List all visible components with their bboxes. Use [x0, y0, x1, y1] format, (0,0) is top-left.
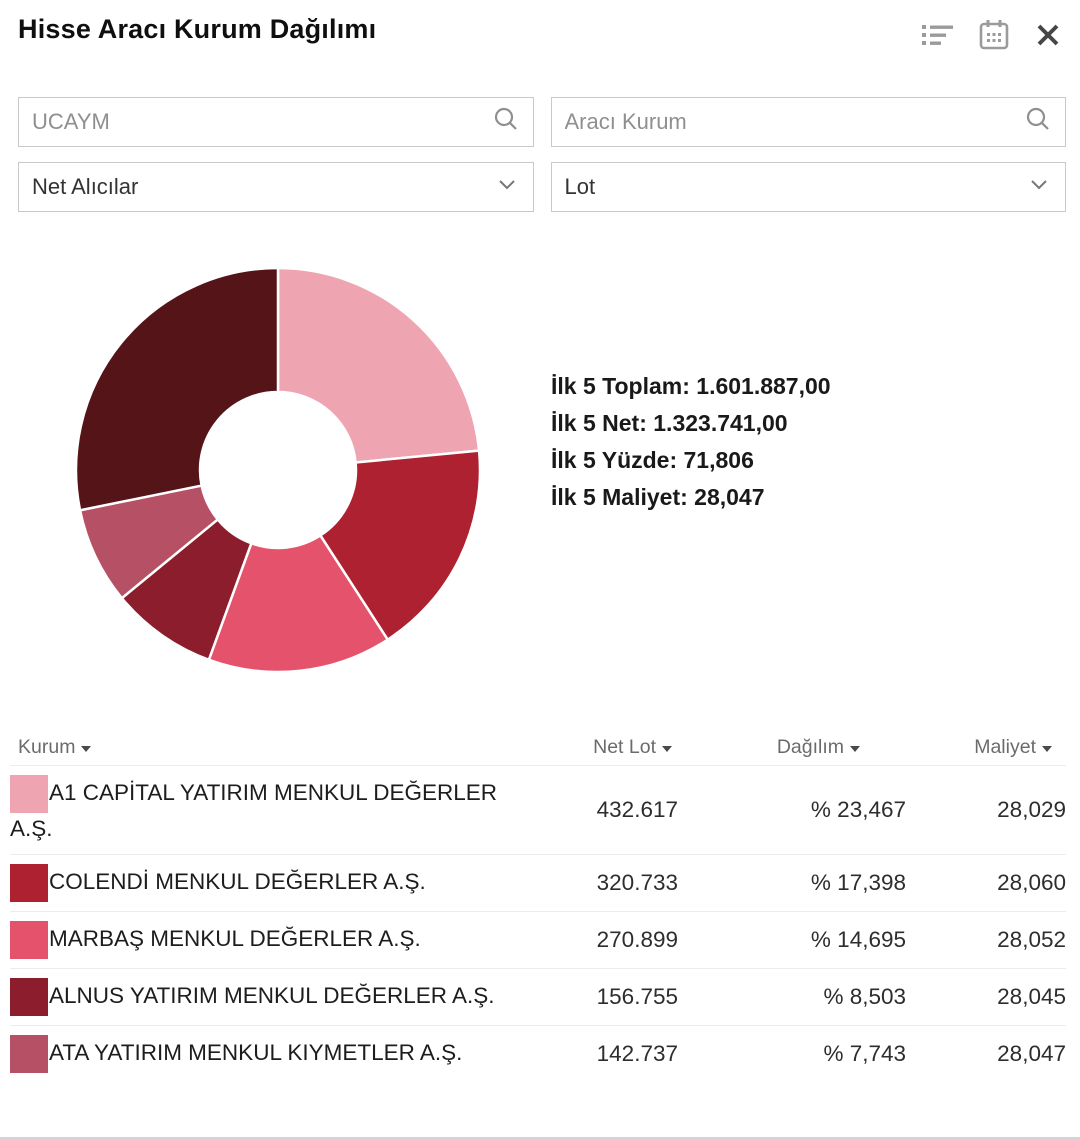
- broker-search-field[interactable]: [550, 97, 1066, 147]
- table-header-row: Kurum Net Lot Dağılım Maliyet: [10, 732, 1066, 765]
- side-select-value: Net Alıcılar: [32, 174, 139, 199]
- series-color-swatch: [10, 775, 48, 813]
- net-lot-value: 142.737: [596, 1041, 678, 1066]
- maliyet-value: 28,060: [997, 870, 1066, 895]
- donut-segment[interactable]: [276, 266, 481, 464]
- donut-segment[interactable]: [207, 534, 389, 674]
- column-header-netlot[interactable]: Net Lot: [528, 736, 678, 759]
- top5-summary: İlk 5 Toplam: 1.601.887,00 İlk 5 Net: 1.…: [551, 368, 831, 516]
- broker-search-input[interactable]: [564, 109, 1024, 135]
- column-header-maliyet[interactable]: Maliyet: [906, 736, 1066, 759]
- donut-segment[interactable]: [319, 449, 482, 641]
- symbol-search-field[interactable]: [18, 97, 534, 147]
- chart-section: İlk 5 Toplam: 1.601.887,00 İlk 5 Net: 1.…: [0, 212, 1080, 732]
- dagilim-value: % 7,743: [823, 1041, 906, 1066]
- search-icon: [1024, 105, 1052, 139]
- net-lot-value: 156.755: [596, 984, 678, 1009]
- chevron-down-icon: [494, 171, 520, 203]
- close-icon[interactable]: [1032, 19, 1064, 51]
- summary-line: İlk 5 Net: 1.323.741,00: [551, 410, 788, 436]
- table-row[interactable]: MARBAŞ MENKUL DEĞERLER A.Ş. 270.899 % 14…: [10, 911, 1066, 968]
- unit-select[interactable]: Lot: [550, 162, 1066, 212]
- panel-header: Hisse Aracı Kurum Dağılımı: [0, 0, 1080, 53]
- chevron-down-icon: [1026, 171, 1052, 203]
- summary-line: İlk 5 Maliyet: 28,047: [551, 484, 765, 510]
- table-row[interactable]: ATA YATIRIM MENKUL KIYMETLER A.Ş. 142.73…: [10, 1025, 1066, 1082]
- broker-name: ATA YATIRIM MENKUL KIYMETLER A.Ş.: [49, 1039, 463, 1065]
- donut-segment[interactable]: [74, 266, 280, 512]
- column-header-dagilim[interactable]: Dağılım: [678, 736, 906, 759]
- net-lot-value: 320.733: [596, 870, 678, 895]
- side-select[interactable]: Net Alıcılar: [18, 162, 534, 212]
- summary-line: İlk 5 Toplam: 1.601.887,00: [551, 373, 831, 399]
- broker-name: ALNUS YATIRIM MENKUL DEĞERLER A.Ş.: [49, 982, 495, 1008]
- broker-name: COLENDİ MENKUL DEĞERLER A.Ş.: [49, 868, 426, 894]
- series-color-swatch: [10, 978, 48, 1016]
- maliyet-value: 28,052: [997, 927, 1066, 952]
- table-row[interactable]: A1 CAPİTAL YATIRIM MENKUL DEĞERLER A.Ş. …: [10, 765, 1066, 854]
- dagilim-value: % 17,398: [810, 870, 906, 895]
- unit-select-value: Lot: [564, 174, 596, 199]
- dagilim-value: % 8,503: [823, 984, 906, 1009]
- list-view-icon[interactable]: [920, 20, 956, 50]
- search-icon: [492, 105, 520, 139]
- dagilim-value: % 14,695: [810, 927, 906, 952]
- series-color-swatch: [10, 1035, 48, 1073]
- calendar-icon[interactable]: [976, 17, 1012, 53]
- sort-down-icon: [662, 745, 672, 752]
- donut-chart[interactable]: [72, 264, 484, 676]
- broker-table: Kurum Net Lot Dağılım Maliyet A1 CAPİTAL…: [10, 732, 1066, 1082]
- net-lot-value: 432.617: [596, 797, 678, 822]
- sort-down-icon: [1042, 745, 1052, 752]
- bottom-divider: [0, 1137, 1080, 1139]
- symbol-search-input[interactable]: [32, 109, 492, 135]
- broker-name: A1 CAPİTAL YATIRIM MENKUL DEĞERLER A.Ş.: [10, 779, 498, 841]
- series-color-swatch: [10, 921, 48, 959]
- page-title: Hisse Aracı Kurum Dağılımı: [18, 14, 377, 44]
- table-row[interactable]: ALNUS YATIRIM MENKUL DEĞERLER A.Ş. 156.7…: [10, 968, 1066, 1025]
- dagilim-value: % 23,467: [810, 797, 906, 822]
- net-lot-value: 270.899: [596, 927, 678, 952]
- sort-down-icon: [81, 745, 92, 752]
- column-header-kurum[interactable]: Kurum: [18, 736, 528, 759]
- summary-line: İlk 5 Yüzde: 71,806: [551, 447, 754, 473]
- maliyet-value: 28,045: [997, 984, 1066, 1009]
- series-color-swatch: [10, 864, 48, 902]
- table-row[interactable]: COLENDİ MENKUL DEĞERLER A.Ş. 320.733 % 1…: [10, 854, 1066, 911]
- broker-name: MARBAŞ MENKUL DEĞERLER A.Ş.: [49, 925, 421, 951]
- header-actions: [920, 17, 1064, 53]
- filter-bar: Net Alıcılar Lot: [18, 97, 1066, 212]
- maliyet-value: 28,047: [997, 1041, 1066, 1066]
- sort-down-icon: [850, 745, 860, 752]
- maliyet-value: 28,029: [997, 797, 1066, 822]
